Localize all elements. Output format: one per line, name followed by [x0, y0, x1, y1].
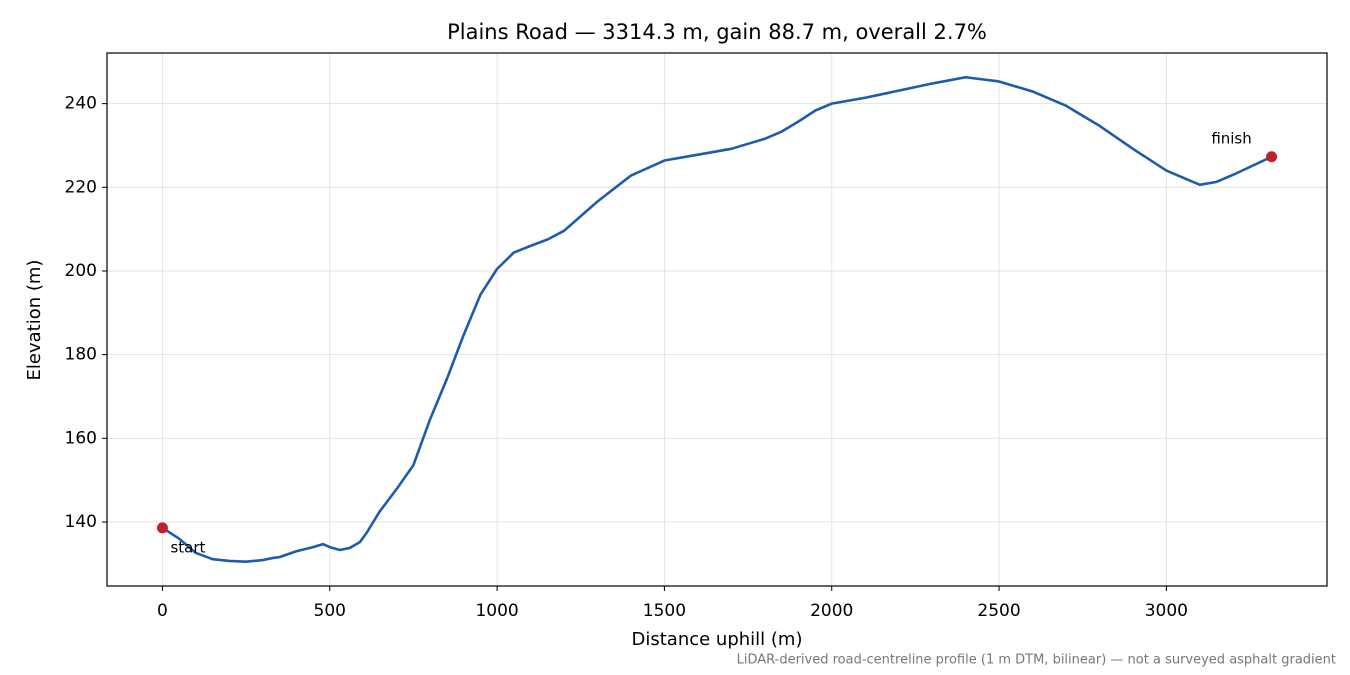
y-tick-label: 220 [65, 177, 97, 197]
endpoint-marker [156, 522, 168, 534]
elevation-line [161, 75, 1273, 564]
endpoint-label: finish [1211, 129, 1251, 147]
x-tick-label: 500 [314, 601, 346, 621]
footnote: LiDAR-derived road-centreline profile (1… [737, 653, 1336, 668]
y-tick-label: 240 [65, 94, 97, 114]
endpoint-marker [1266, 151, 1278, 163]
chart-title: Plains Road — 3314.3 m, gain 88.7 m, ove… [447, 20, 987, 44]
x-tick-label: 3000 [1145, 601, 1188, 621]
endpoint-label: start [170, 538, 205, 556]
y-axis-label: Elevation (m) [24, 260, 45, 381]
x-tick-label: 1000 [475, 601, 518, 621]
y-tick-label: 140 [65, 512, 97, 532]
x-tick-label: 2000 [810, 601, 853, 621]
x-tick-label: 1500 [643, 601, 686, 621]
y-tick-label: 200 [65, 261, 97, 281]
x-axis-label: Distance uphill (m) [632, 629, 803, 650]
plot-frame [106, 52, 1328, 587]
y-tick-label: 180 [65, 345, 97, 365]
x-tick-label: 2500 [977, 601, 1020, 621]
x-tick-label: 0 [157, 601, 168, 621]
y-tick-label: 160 [65, 428, 97, 448]
